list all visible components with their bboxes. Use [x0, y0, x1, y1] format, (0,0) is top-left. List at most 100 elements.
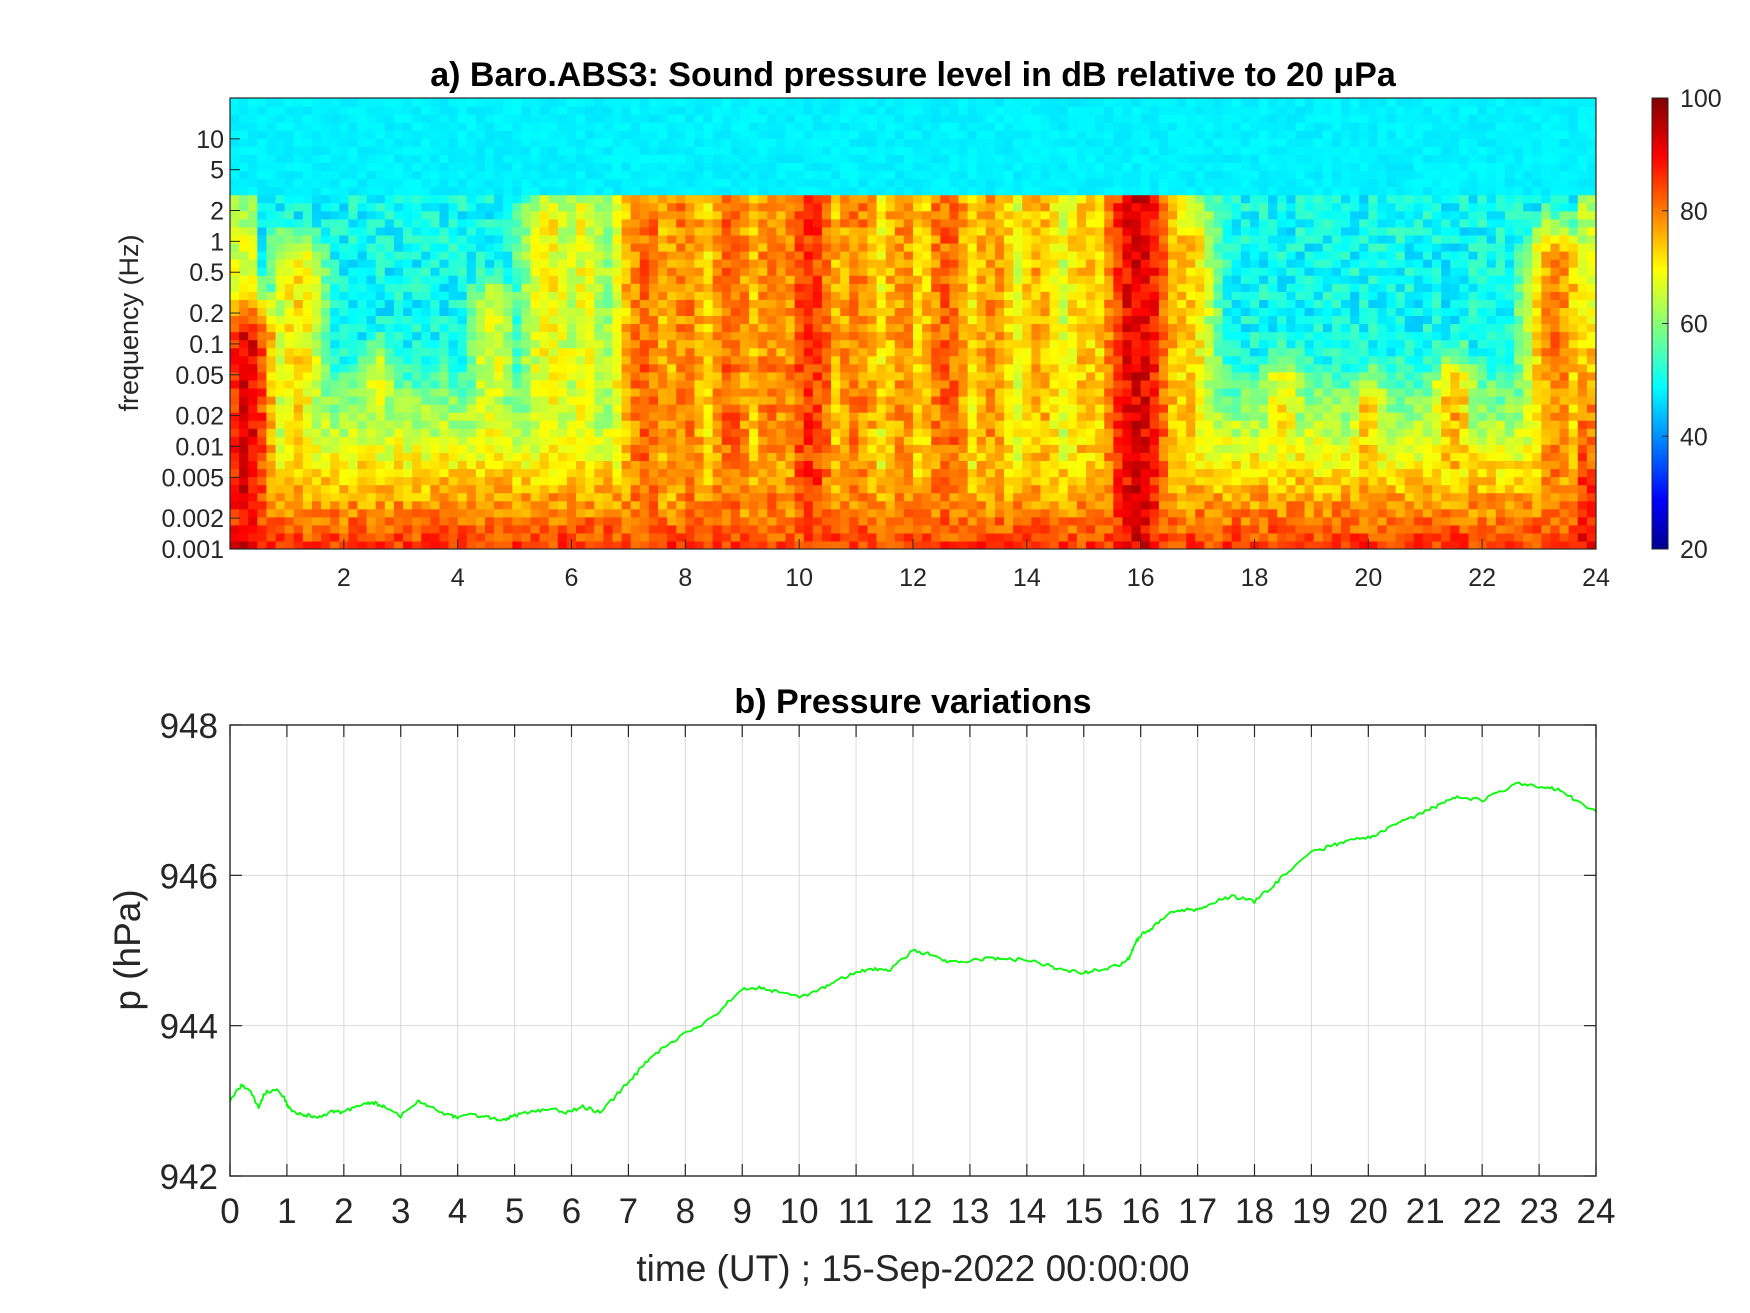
spectrogram-cell	[403, 178, 413, 188]
spectrogram-cell	[739, 516, 750, 526]
spectrogram-cell	[931, 444, 941, 453]
spectrogram-cell	[812, 363, 823, 373]
spectrogram-cell	[366, 500, 377, 510]
spectrogram-cell	[840, 186, 850, 196]
spectrogram-cell	[266, 347, 277, 357]
spectrogram-cell	[803, 267, 814, 276]
spectrogram-cell	[503, 186, 513, 196]
spectrogram-cell	[412, 283, 422, 292]
spectrogram-cell	[576, 355, 586, 365]
spectrogram-cell	[849, 283, 859, 292]
spectrogram-cell	[958, 436, 969, 445]
spectrogram-cell	[958, 363, 969, 373]
spectrogram-cell	[530, 452, 541, 462]
spectrogram-cell	[448, 404, 459, 413]
spectrogram-cell	[940, 114, 951, 123]
spectrogram-cell	[903, 154, 914, 164]
spectrogram-cell	[357, 468, 368, 478]
spectrogram-cell	[576, 452, 586, 462]
spectrogram-cell	[812, 379, 823, 389]
spectrogram-cell	[275, 540, 286, 549]
spectrogram-cell	[439, 355, 450, 365]
spectrogram-cell	[949, 210, 960, 220]
spectrogram-cell	[712, 532, 723, 542]
spectrogram-cell	[658, 299, 668, 308]
spectrogram-cell	[448, 186, 459, 196]
spectrogram-cell	[403, 387, 413, 397]
spectrogram-cell	[339, 460, 349, 470]
spectrogram-cell	[530, 404, 541, 413]
spectrogram-cell	[840, 524, 850, 534]
spectrogram-cell	[630, 186, 641, 196]
spectrogram-cell	[539, 387, 550, 397]
spectrogram-cell	[876, 323, 887, 333]
spectrogram-cell	[721, 347, 732, 357]
spectrogram-cell	[566, 178, 577, 188]
spectrogram-cell	[230, 476, 240, 486]
spectrogram-cell	[931, 267, 941, 276]
spectrogram-cell	[712, 275, 723, 284]
spectrogram-cell	[785, 259, 796, 268]
spectrogram-cell	[712, 387, 723, 397]
spectrogram-cell	[403, 106, 413, 115]
spectrogram-cell	[785, 194, 796, 204]
spectrogram-cell	[612, 379, 623, 389]
spectrogram-cell	[439, 154, 450, 164]
spectrogram-cell	[867, 154, 878, 164]
spectrogram-cell	[1013, 299, 1023, 308]
spectrogram-cell	[621, 404, 632, 413]
spectrogram-cell	[703, 532, 714, 542]
spectrogram-cell	[348, 170, 359, 180]
spectrogram-cell	[703, 404, 714, 413]
spectrogram-cell	[694, 98, 705, 107]
spectrogram-cell	[1004, 484, 1014, 494]
spectrogram-cell	[521, 275, 532, 284]
spectrogram-cell	[448, 299, 459, 308]
spectrogram-cell	[366, 146, 377, 155]
spectrogram-cell	[958, 323, 969, 333]
spectrogram-cell	[539, 114, 550, 123]
spectrogram-cell	[712, 218, 723, 228]
spectrogram-cell	[648, 444, 659, 453]
spectrogram-cell	[894, 476, 905, 486]
spectrogram-cell	[603, 275, 614, 284]
spectrogram-cell	[512, 259, 523, 268]
spectrogram-cell	[521, 138, 532, 147]
spectrogram-cell	[676, 524, 686, 534]
spectrogram-cell	[357, 460, 368, 470]
spectrogram-cell	[1031, 114, 1042, 123]
spectrogram-cell	[940, 210, 951, 220]
spectrogram-cell	[885, 162, 896, 172]
spectrogram-cell	[375, 114, 386, 123]
spectrogram-cell	[439, 444, 450, 453]
spectrogram-cell	[293, 138, 304, 147]
spectrogram-cell	[503, 363, 513, 373]
spectrogram-cell	[521, 299, 532, 308]
spectrogram-cell	[885, 234, 896, 244]
spectrogram-cell	[239, 371, 249, 381]
spectrogram-cell	[994, 299, 1005, 308]
spectrogram-cell	[894, 210, 905, 220]
spectrogram-cell	[539, 218, 550, 228]
spectrogram-cell	[612, 492, 623, 502]
spectrogram-cell	[730, 532, 741, 542]
spectrogram-cell	[685, 492, 696, 502]
spectrogram-cell	[1022, 460, 1032, 470]
spectrogram-cell	[767, 170, 777, 180]
spectrogram-cell	[1022, 242, 1032, 252]
spectrogram-cell	[557, 540, 568, 549]
spectrogram-cell	[576, 210, 586, 220]
spectrogram-cell	[475, 323, 486, 333]
spectrogram-cell	[812, 484, 823, 494]
spectrogram-cell	[439, 508, 450, 518]
spectrogram-cell	[521, 355, 532, 365]
spectrogram-cell	[785, 444, 796, 453]
spectrogram-cell	[403, 508, 413, 518]
spectrogram-cell	[648, 283, 659, 292]
spectrogram-cell	[594, 210, 604, 220]
spectrogram-cell	[1031, 202, 1042, 212]
spectrogram-cell	[849, 540, 859, 549]
spectrogram-cell	[566, 218, 577, 228]
spectrogram-cell	[749, 347, 759, 357]
spectrogram-cell	[539, 178, 550, 188]
